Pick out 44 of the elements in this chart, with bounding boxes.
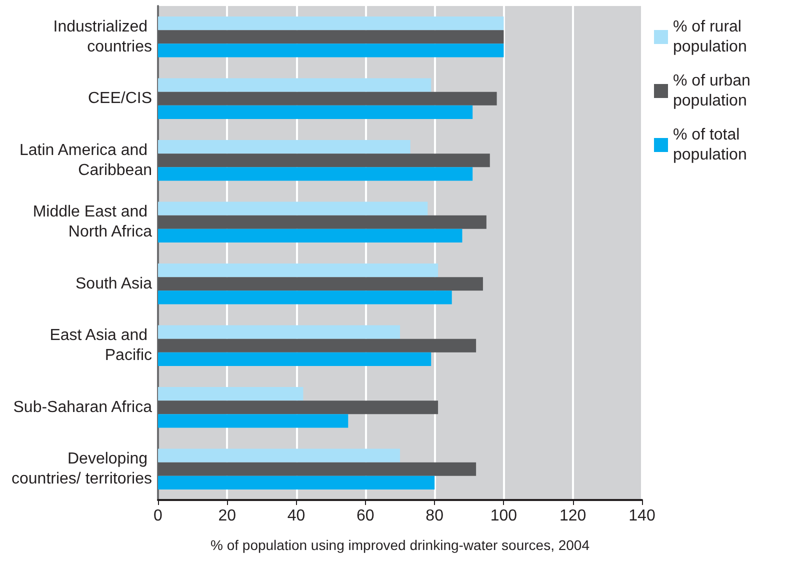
bar xyxy=(158,325,400,339)
bar xyxy=(158,264,438,278)
bar xyxy=(158,290,452,304)
bar xyxy=(158,448,400,462)
x-tick-label: 120 xyxy=(560,508,586,524)
bar xyxy=(158,202,428,216)
x-tick-label: 40 xyxy=(287,508,306,524)
bar xyxy=(158,167,473,181)
bar xyxy=(158,476,435,490)
y-tick-label: South Asia xyxy=(76,275,152,292)
y-tick-label: Sub-Saharan Africa xyxy=(13,398,152,416)
bar xyxy=(158,352,432,366)
x-tick-label: 100 xyxy=(490,508,518,524)
y-tick-label: CEE/CIS xyxy=(88,90,152,108)
x-tick-label: 80 xyxy=(426,508,444,524)
x-axis-title: % of population using improved drinking-water sources, 2004 xyxy=(210,537,590,553)
bar xyxy=(158,338,476,352)
bar xyxy=(158,92,497,106)
x-tick-label: 140 xyxy=(628,508,656,524)
bar xyxy=(158,30,504,44)
bar xyxy=(158,277,483,291)
bar xyxy=(158,387,304,401)
legend-label: % of total population xyxy=(673,126,747,164)
bar xyxy=(158,215,486,229)
bar xyxy=(158,78,432,92)
bar xyxy=(158,105,473,120)
x-tick-label: 60 xyxy=(356,508,374,524)
bar xyxy=(158,154,490,168)
legend-label: % of urban population xyxy=(673,72,755,110)
y-tick-label: East Asia and Pacific xyxy=(50,327,152,364)
bar xyxy=(158,228,462,243)
y-tick-label: Industrialized countries xyxy=(53,18,152,56)
bar xyxy=(158,44,504,58)
y-tick-label: Developing countries/ territories xyxy=(12,450,152,488)
bar xyxy=(158,414,348,428)
bar xyxy=(158,462,476,476)
y-tick-label: Latin America and Caribbean xyxy=(19,142,152,179)
x-tick-label: 20 xyxy=(218,508,236,524)
x-tick-label: 0 xyxy=(154,508,163,524)
bar xyxy=(158,400,438,414)
bar xyxy=(158,140,410,154)
legend-label: % of rural population xyxy=(673,18,747,56)
bar xyxy=(158,16,504,30)
y-tick-label: Middle East and North Africa xyxy=(32,204,152,241)
